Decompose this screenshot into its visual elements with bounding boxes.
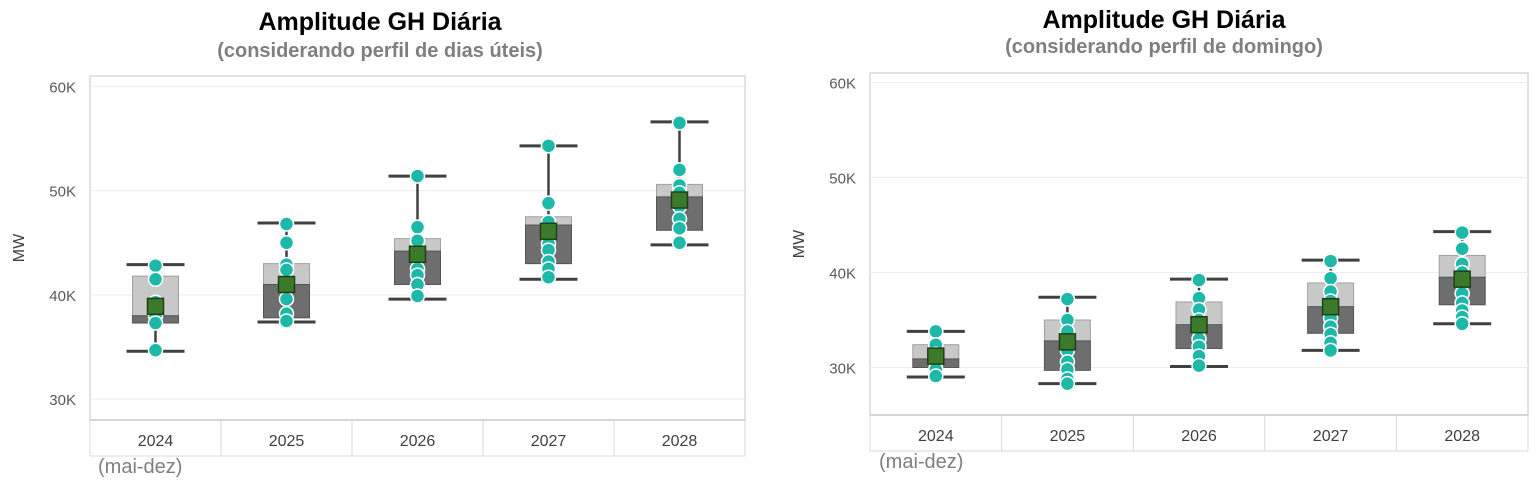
mean-marker [1453,270,1471,288]
data-point [928,368,944,384]
data-point [1191,272,1207,288]
y-axis-label: MW [791,229,808,258]
y-tick-label: 50K [49,184,76,201]
y-tick-label: 40K [829,266,856,283]
data-point [1322,342,1339,359]
x-tick-label: 2028 [1444,428,1480,445]
data-point [1322,270,1339,286]
data-point [1454,316,1470,332]
y-tick-label: 50K [829,171,856,188]
chart-subtitle-sundays: (considerando perfil de domingo) [1005,36,1323,58]
x-tick-label: 2024 [918,428,954,445]
data-point [1191,357,1207,374]
x-tick-label: 2025 [1050,428,1086,445]
box-plot-sundays: 30K 40K 50K 60K MW 2024 2025 2026 2027 2028 [791,72,1529,452]
mean-marker [670,191,689,209]
mean-marker [539,222,558,241]
data-point [671,235,688,251]
mean-marker [1321,297,1340,316]
data-point [278,262,295,278]
data-point [671,115,688,131]
chart-title-sundays: Amplitude GH Diária [1042,6,1286,34]
data-point [147,315,164,331]
x-tick-label: 2027 [531,433,567,450]
x-tick-label: 2025 [269,433,305,450]
x-category-note-weekdays: (mai-dez) [98,456,183,478]
y-tick-label: 60K [49,79,76,96]
data-point [278,313,295,329]
mean-marker [146,297,165,316]
x-tick-label: 2024 [138,433,174,450]
box-plot-weekdays: 30K 40K 50K 60K MW 2024 2025 2026 2027 2028 [11,75,746,457]
mean-marker [927,347,945,365]
x-category-note-sundays: (mai-dez) [879,451,964,473]
data-point [540,269,557,285]
data-point [1059,291,1076,307]
data-point [671,220,688,236]
mean-marker [1058,333,1077,351]
data-point [278,235,295,251]
y-tick-label: 60K [829,76,856,93]
chart-subtitle-weekdays: (considerando perfil de dias úteis) [217,40,543,62]
data-point [928,323,944,340]
y-tick-label: 30K [829,361,856,378]
data-point [1322,253,1339,269]
y-tick-label: 40K [49,288,76,305]
data-point [147,257,164,274]
data-point [278,291,295,307]
x-tick-label: 2026 [400,433,436,450]
data-point [409,288,426,304]
y-tick-label: 30K [49,392,76,409]
data-point [409,168,426,184]
data-point [540,138,557,154]
mean-marker [277,275,296,294]
data-point [1454,241,1470,257]
data-point [147,342,164,358]
data-point [409,219,426,235]
data-point [1454,224,1470,241]
data-point [147,271,164,288]
y-axis-label: MW [11,233,28,262]
x-tick-label: 2027 [1313,428,1349,445]
data-point [1059,375,1076,392]
data-point [671,162,688,178]
mean-marker [408,245,427,264]
x-tick-label: 2028 [662,433,698,450]
data-point [278,216,295,232]
x-tick-label: 2026 [1181,428,1217,445]
data-point [540,195,557,211]
mean-marker [1190,316,1208,334]
chart-title-weekdays: Amplitude GH Diária [258,8,502,36]
